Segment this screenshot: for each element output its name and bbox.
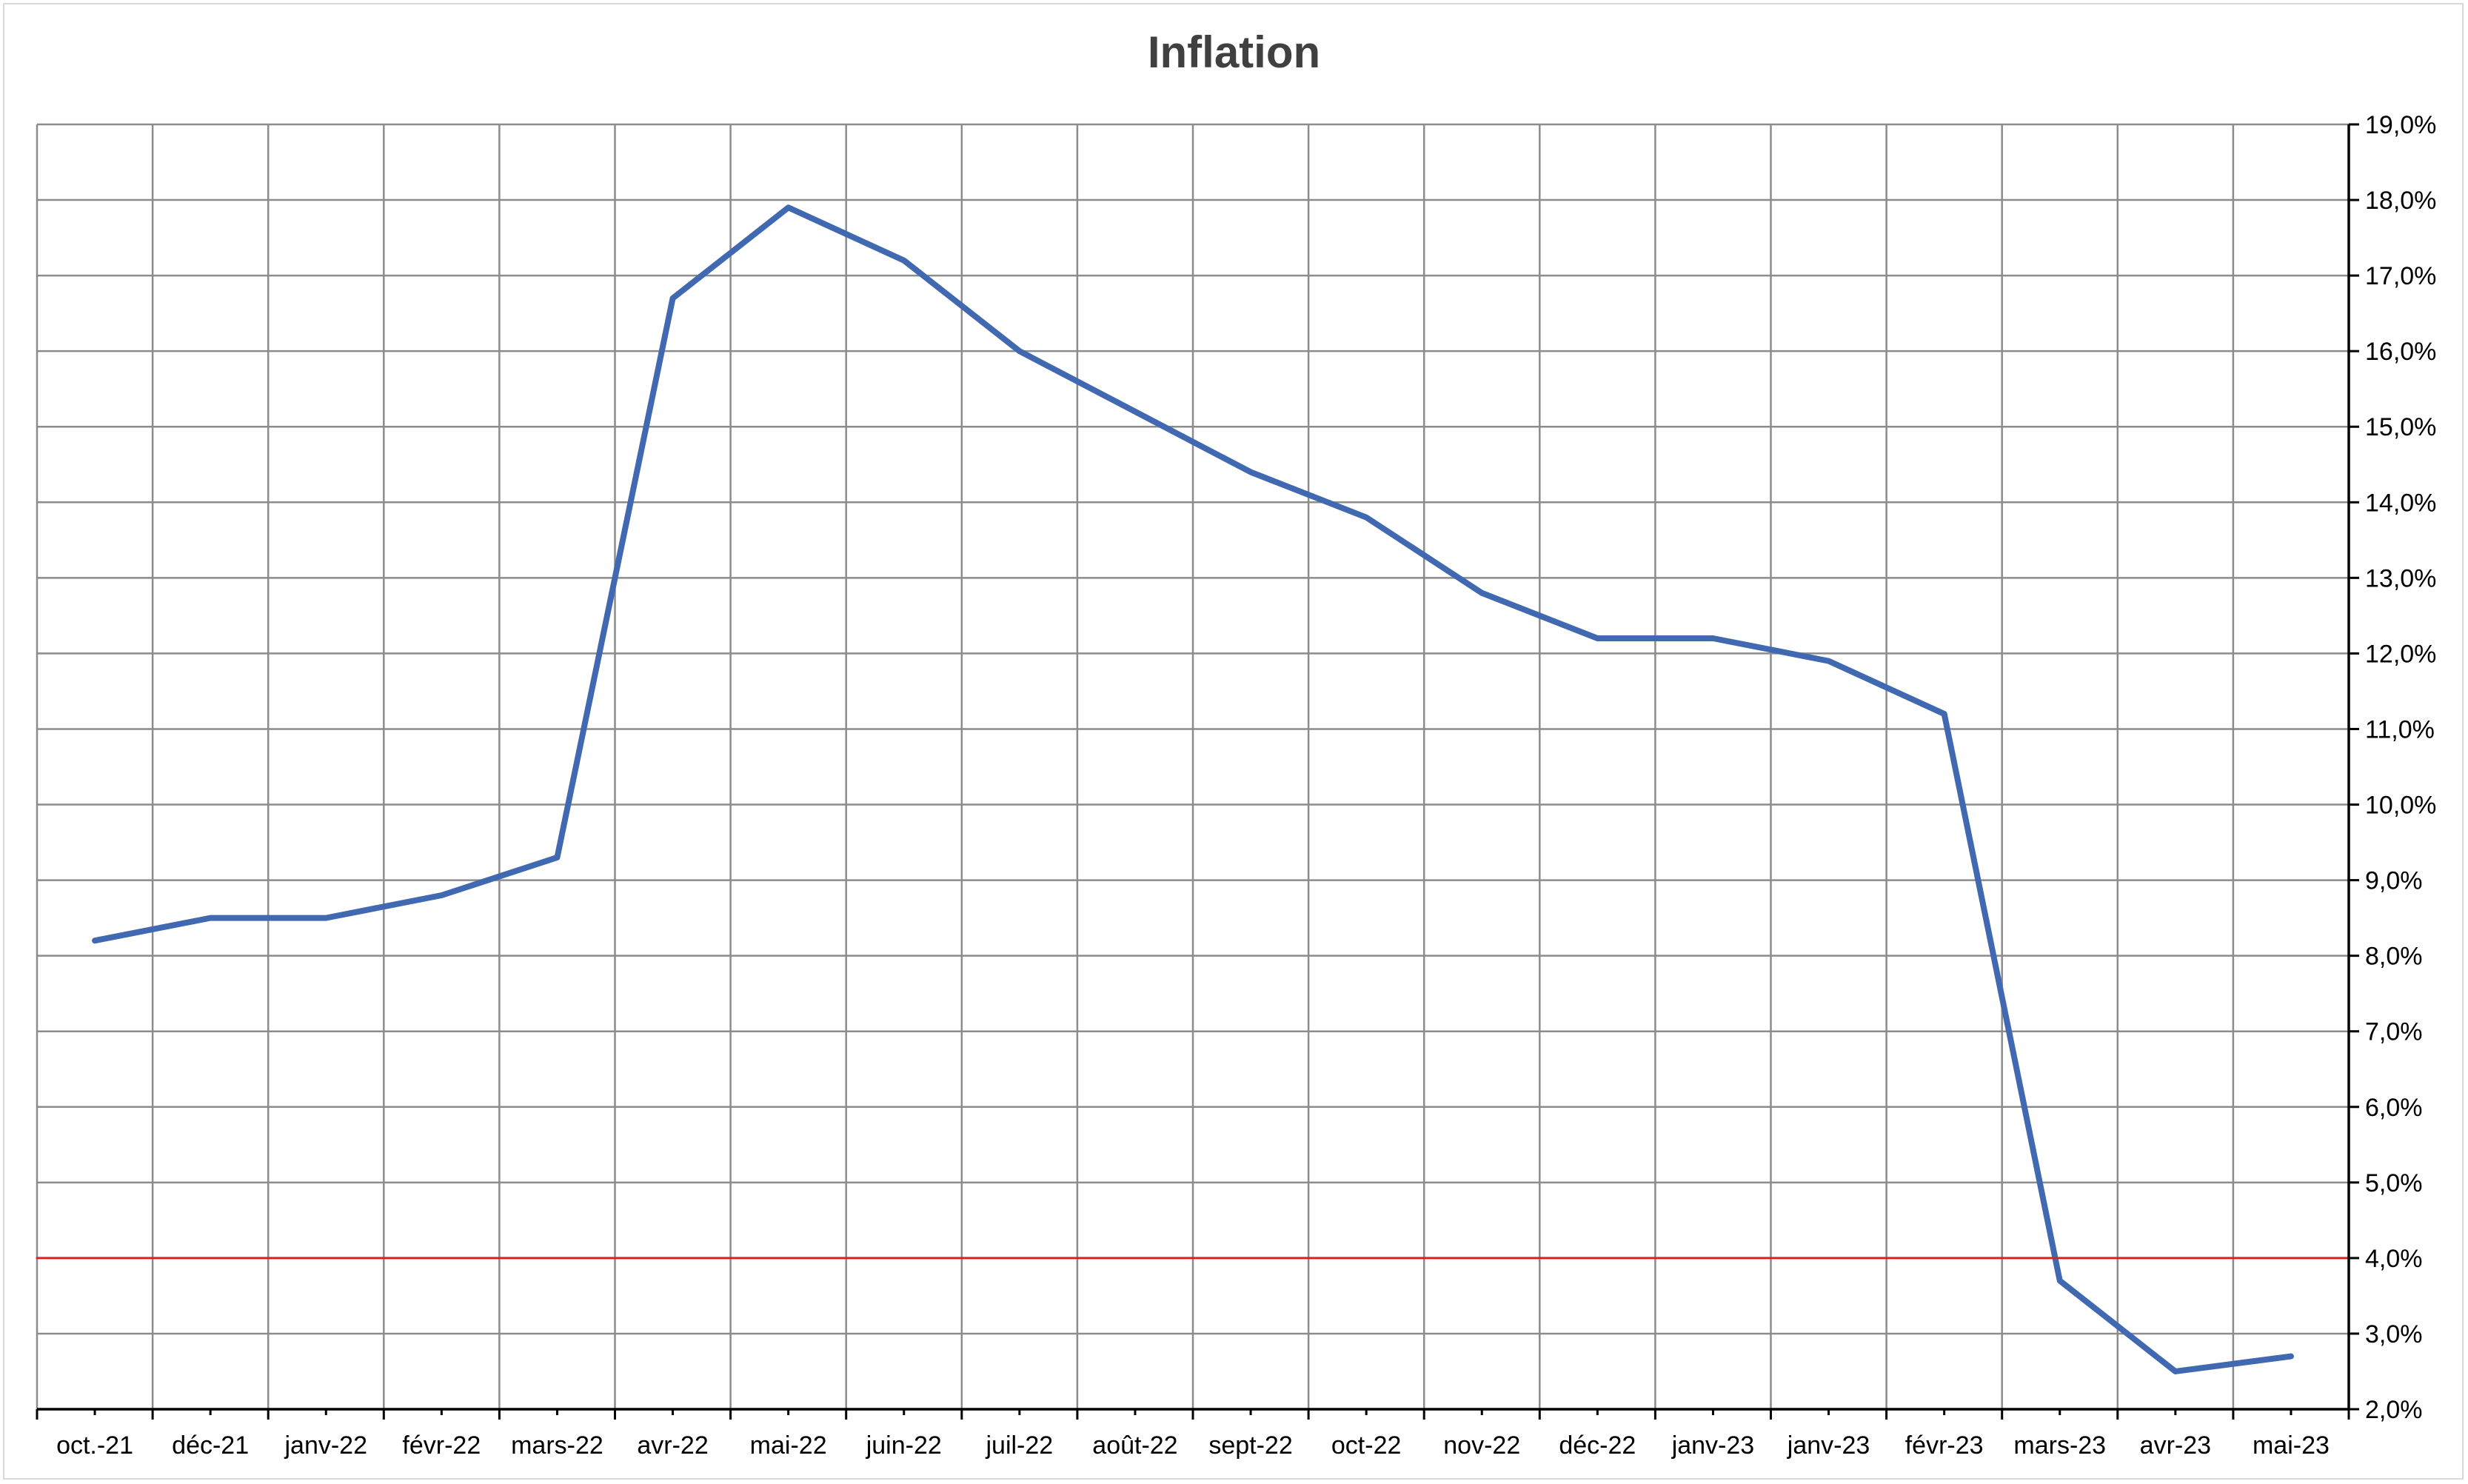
y-tick-label: 2,0%	[2365, 1396, 2423, 1424]
y-tick-label: 18,0%	[2365, 187, 2436, 215]
y-tick-label: 11,0%	[2365, 715, 2435, 743]
y-tick-label: 15,0%	[2365, 413, 2436, 441]
x-tick-label: mai-22	[750, 1431, 827, 1460]
x-tick-label: oct.-21	[56, 1431, 133, 1460]
x-tick-label: avr-22	[637, 1431, 708, 1460]
y-tick-label: 7,0%	[2365, 1018, 2423, 1046]
x-tick-label: déc-21	[172, 1431, 249, 1460]
x-tick-label: janv-23	[1787, 1431, 1870, 1460]
inflation-series-line	[92, 204, 2294, 1374]
x-tick-label: sept-22	[1208, 1431, 1292, 1460]
y-tick-label: 9,0%	[2365, 867, 2423, 895]
x-tick-label: avr-23	[2140, 1431, 2211, 1460]
x-tick-label: févr-22	[402, 1431, 481, 1460]
y-tick-label: 5,0%	[2365, 1169, 2423, 1197]
x-tick-label: oct-22	[1331, 1431, 1402, 1460]
y-tick-label: 12,0%	[2365, 640, 2436, 668]
y-tick-label: 10,0%	[2365, 792, 2436, 820]
x-tick-label: janv-23	[1671, 1431, 1755, 1460]
series-layer	[36, 204, 2350, 1374]
x-tick-label: août-22	[1092, 1431, 1177, 1460]
y-tick-label: 4,0%	[2365, 1245, 2423, 1273]
y-tick-label: 8,0%	[2365, 943, 2423, 971]
x-tick-label: juil-22	[985, 1431, 1053, 1460]
y-tick-label: 16,0%	[2365, 338, 2436, 366]
x-tick-label: mars-23	[2013, 1431, 2106, 1460]
y-tick-label: 14,0%	[2365, 489, 2436, 517]
y-tick-label: 19,0%	[2365, 111, 2436, 139]
x-tick-label: févr-23	[1905, 1431, 1984, 1460]
x-tick-label: janv-22	[284, 1431, 367, 1460]
x-tick-label: déc-22	[1559, 1431, 1636, 1460]
y-tick-label: 13,0%	[2365, 564, 2436, 592]
chart-title: Inflation	[1147, 27, 1321, 77]
y-tick-label: 3,0%	[2365, 1320, 2423, 1348]
y-tick-label: 17,0%	[2365, 262, 2436, 290]
grid-layer	[36, 123, 2350, 1411]
x-tick-label: nov-22	[1443, 1431, 1520, 1460]
chart-area	[3, 3, 2464, 1480]
x-tick-label: mars-22	[511, 1431, 603, 1460]
x-tick-label: mai-23	[2253, 1431, 2330, 1460]
axis-layer: oct.-21 déc-21 janv-22 févr-22 mars-22 avr-22…	[36, 111, 2436, 1460]
x-tick-label: juin-22	[866, 1431, 942, 1460]
y-tick-label: 6,0%	[2365, 1094, 2423, 1122]
